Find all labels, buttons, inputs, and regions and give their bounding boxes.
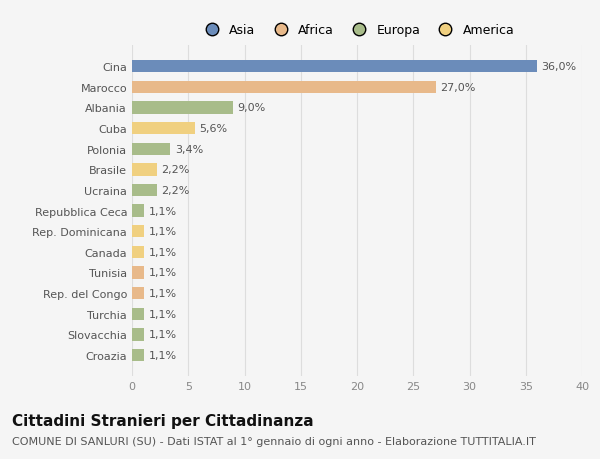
Text: 2,2%: 2,2% [161, 185, 190, 196]
Text: 9,0%: 9,0% [238, 103, 266, 113]
Bar [132, 143, 170, 156]
Text: 3,4%: 3,4% [175, 145, 203, 154]
Bar [132, 164, 157, 176]
Text: 1,1%: 1,1% [149, 268, 177, 278]
Bar [132, 349, 145, 361]
Legend: Asia, Africa, Europa, America: Asia, Africa, Europa, America [194, 19, 520, 42]
Text: 1,1%: 1,1% [149, 330, 177, 340]
Text: 1,1%: 1,1% [149, 206, 177, 216]
Bar [132, 287, 145, 300]
Bar [132, 205, 145, 217]
Bar [132, 267, 145, 279]
Bar [132, 185, 157, 197]
Bar [132, 102, 233, 114]
Text: 1,1%: 1,1% [149, 350, 177, 360]
Bar [132, 246, 145, 258]
Text: 1,1%: 1,1% [149, 227, 177, 237]
Text: COMUNE DI SANLURI (SU) - Dati ISTAT al 1° gennaio di ogni anno - Elaborazione TU: COMUNE DI SANLURI (SU) - Dati ISTAT al 1… [12, 436, 536, 446]
Text: 1,1%: 1,1% [149, 288, 177, 298]
Text: 36,0%: 36,0% [542, 62, 577, 72]
Text: 27,0%: 27,0% [440, 83, 476, 93]
Text: 1,1%: 1,1% [149, 309, 177, 319]
Bar [132, 123, 195, 135]
Text: 1,1%: 1,1% [149, 247, 177, 257]
Text: 5,6%: 5,6% [199, 124, 227, 134]
Bar [132, 225, 145, 238]
Bar [132, 308, 145, 320]
Bar [132, 329, 145, 341]
Bar [132, 82, 436, 94]
Bar [132, 61, 537, 73]
Text: 2,2%: 2,2% [161, 165, 190, 175]
Text: Cittadini Stranieri per Cittadinanza: Cittadini Stranieri per Cittadinanza [12, 413, 314, 428]
